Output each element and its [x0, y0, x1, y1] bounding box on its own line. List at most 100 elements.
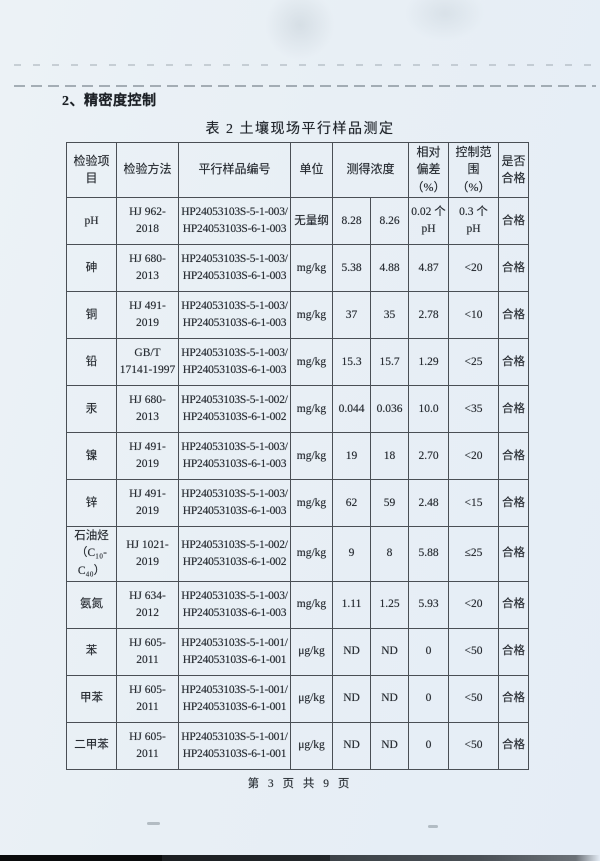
cell-concentration-1: 19 [332, 432, 371, 481]
scan-artifact-dash-line [14, 64, 592, 66]
cell-qualified: 合格 [498, 291, 530, 340]
cell-relative-deviation: 5.93 [408, 580, 450, 629]
section-heading: 2、精密度控制 [62, 94, 157, 109]
parallel-sample-table: 检验项目 检验方法 平行样品编号 单位 测得浓度 相对偏差 （%） 控制范围 （… [66, 141, 530, 770]
cell-concentration-1: 9 [332, 526, 371, 582]
cell-concentration-2: ND [369, 627, 410, 676]
cell-control-range: ≤25 [448, 526, 500, 582]
table-caption: 表 2 土壤现场平行样品测定 [205, 122, 395, 137]
cell-sample-id: HP24053103S-5-1-003/ HP24053103S-6-1-003 [178, 338, 291, 387]
header-relative-deviation: 相对偏差 （%） [408, 141, 450, 199]
cell-concentration-2: ND [369, 721, 410, 770]
cell-item: 石油烃 （C₁₀-C₄₀） [66, 526, 117, 582]
scan-smudge [265, 0, 335, 60]
cell-qualified: 合格 [498, 338, 530, 387]
cell-unit: μg/kg [290, 627, 333, 676]
cell-concentration-1: 5.38 [332, 244, 371, 293]
cell-relative-deviation: 1.29 [408, 338, 450, 387]
table-row: 二甲苯 HJ 605-2011 HP24053103S-5-1-001/ HP2… [66, 721, 530, 770]
cell-qualified: 合格 [498, 627, 530, 676]
cell-sample-id: HP24053103S-5-1-003/ HP24053103S-6-1-003 [178, 479, 291, 528]
cell-qualified: 合格 [498, 674, 530, 723]
table-row: 氨氮 HJ 634-2012 HP24053103S-5-1-003/ HP24… [66, 580, 530, 629]
cell-relative-deviation: 10.0 [408, 385, 450, 434]
cell-concentration-1: ND [332, 721, 371, 770]
cell-concentration-1: 8.28 [332, 197, 371, 246]
cell-qualified: 合格 [498, 721, 530, 770]
cell-method: HJ 680-2013 [116, 385, 179, 434]
cell-control-range: <25 [448, 338, 500, 387]
cell-control-range: <50 [448, 721, 500, 770]
cell-unit: mg/kg [290, 479, 333, 528]
table-row: 汞 HJ 680-2013 HP24053103S-5-1-002/ HP240… [66, 385, 530, 434]
cell-concentration-2: 1.25 [369, 580, 410, 629]
cell-sample-id: HP24053103S-5-1-001/ HP24053103S-6-1-001 [178, 674, 291, 723]
cell-relative-deviation: 2.70 [408, 432, 450, 481]
scan-smudge [405, 0, 485, 41]
cell-qualified: 合格 [498, 432, 530, 481]
cell-relative-deviation: 5.88 [408, 526, 450, 582]
cell-control-range: <20 [448, 432, 500, 481]
cell-relative-deviation: 0 [408, 627, 450, 676]
cell-concentration-1: 0.044 [332, 385, 371, 434]
cell-concentration-1: 37 [332, 291, 371, 340]
table-row: 苯 HJ 605-2011 HP24053103S-5-1-001/ HP240… [66, 627, 530, 676]
cell-method: HJ 962-2018 [116, 197, 179, 246]
cell-concentration-1: 62 [332, 479, 371, 528]
cell-sample-id: HP24053103S-5-1-003/ HP24053103S-6-1-003 [178, 432, 291, 481]
cell-item: 铜 [66, 291, 117, 340]
cell-sample-id: HP24053103S-5-1-001/ HP24053103S-6-1-001 [178, 627, 291, 676]
cell-sample-id: HP24053103S-5-1-002/ HP24053103S-6-1-002 [178, 526, 291, 582]
cell-concentration-2: 15.7 [369, 338, 410, 387]
header-unit: 单位 [290, 141, 333, 199]
scan-speck [428, 825, 438, 828]
cell-method: HJ 491-2019 [116, 291, 179, 340]
table-row: 镍 HJ 491-2019 HP24053103S-5-1-003/ HP240… [66, 432, 530, 481]
cell-control-range: <10 [448, 291, 500, 340]
cell-concentration-2: 59 [369, 479, 410, 528]
header-qualified: 是否 合格 [498, 141, 530, 199]
cell-qualified: 合格 [498, 385, 530, 434]
cell-relative-deviation: 2.48 [408, 479, 450, 528]
cell-method: HJ 680-2013 [116, 244, 179, 293]
cell-qualified: 合格 [498, 526, 530, 582]
cell-unit: mg/kg [290, 338, 333, 387]
cell-item: 砷 [66, 244, 117, 293]
cell-concentration-2: 8.26 [369, 197, 410, 246]
cell-unit: mg/kg [290, 580, 333, 629]
cell-qualified: 合格 [498, 580, 530, 629]
cell-relative-deviation: 0.02 个 pH [408, 197, 450, 246]
cell-concentration-1: ND [332, 674, 371, 723]
cell-item: 苯 [66, 627, 117, 676]
cell-qualified: 合格 [498, 244, 530, 293]
cell-sample-id: HP24053103S-5-1-003/ HP24053103S-6-1-003 [178, 580, 291, 629]
cell-concentration-1: 15.3 [332, 338, 371, 387]
cell-relative-deviation: 2.78 [408, 291, 450, 340]
page-number: 第 3 页 共 9 页 [247, 778, 353, 790]
cell-unit: mg/kg [290, 291, 333, 340]
cell-unit: mg/kg [290, 244, 333, 293]
cell-sample-id: HP24053103S-5-1-003/ HP24053103S-6-1-003 [178, 244, 291, 293]
table-row: 甲苯 HJ 605-2011 HP24053103S-5-1-001/ HP24… [66, 674, 530, 723]
cell-item: 铅 [66, 338, 117, 387]
cell-concentration-2: 35 [369, 291, 410, 340]
cell-qualified: 合格 [498, 479, 530, 528]
cell-method: HJ 634-2012 [116, 580, 179, 629]
cell-relative-deviation: 0 [408, 674, 450, 723]
table-header-row: 检验项目 检验方法 平行样品编号 单位 测得浓度 相对偏差 （%） 控制范围 （… [66, 141, 530, 199]
cell-unit: μg/kg [290, 674, 333, 723]
cell-control-range: <20 [448, 244, 500, 293]
cell-item: 镍 [66, 432, 117, 481]
cell-sample-id: HP24053103S-5-1-002/ HP24053103S-6-1-002 [178, 385, 291, 434]
cell-unit: mg/kg [290, 385, 333, 434]
cell-control-range: 0.3 个 pH [448, 197, 500, 246]
cell-item: 氨氮 [66, 580, 117, 629]
cell-concentration-2: 18 [369, 432, 410, 481]
cell-item: 甲苯 [66, 674, 117, 723]
cell-concentration-2: ND [369, 674, 410, 723]
cell-concentration-2: 0.036 [369, 385, 410, 434]
table-row: 铜 HJ 491-2019 HP24053103S-5-1-003/ HP240… [66, 291, 530, 340]
scan-speck [147, 822, 160, 825]
header-sample-id: 平行样品编号 [178, 141, 291, 199]
scan-artifact-dash-line [14, 85, 596, 87]
